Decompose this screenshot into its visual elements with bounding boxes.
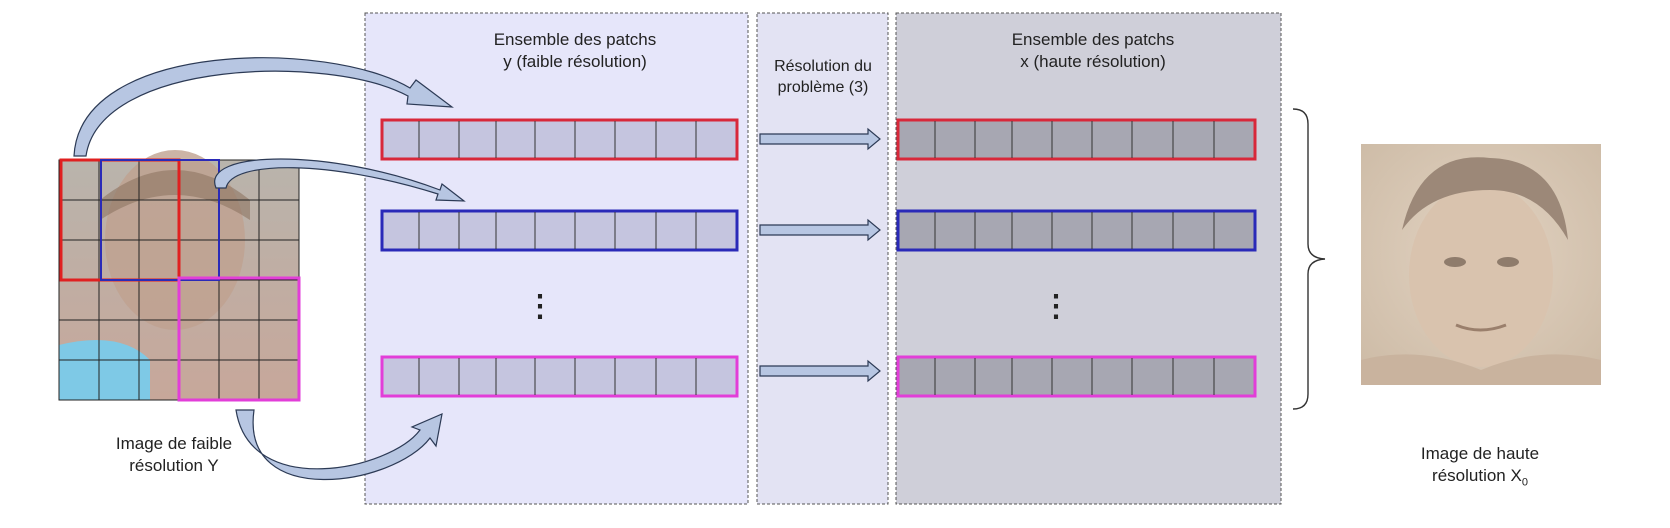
caption-subscript: 0	[1521, 476, 1528, 489]
low-res-image	[58, 150, 301, 402]
low-res-image-caption: Image de faible résolution Y	[115, 434, 233, 475]
high-res-patch-row-magenta	[896, 355, 1257, 398]
curly-brace	[1292, 108, 1326, 410]
high-res-patch-row-red	[896, 118, 1257, 161]
caption-main: résolution X	[1432, 466, 1522, 485]
panel-high-res-patches	[895, 12, 1282, 505]
low-res-ellipsis: ⋮	[525, 290, 555, 323]
high-res-patch-row-blue	[896, 209, 1257, 252]
low-res-patch-row-blue	[380, 209, 739, 252]
curved-arrow-blue	[214, 158, 466, 202]
straight-arrows	[759, 127, 881, 383]
curved-arrow-red	[73, 57, 454, 157]
low-res-panel-title: Ensemble des patchs y (faible résolution…	[493, 30, 657, 71]
high-res-image	[1361, 144, 1601, 385]
high-res-image-caption: Image de haute résolution X0	[1420, 444, 1540, 489]
high-res-panel-title: Ensemble des patchs x (haute résolution)	[1011, 30, 1175, 71]
low-res-patch-row-red	[380, 118, 739, 161]
solver-panel-title: Résolution du problème (3)	[774, 58, 872, 96]
high-res-ellipsis: ⋮	[1041, 290, 1071, 323]
panel-solver	[756, 12, 889, 505]
low-res-patch-row-magenta	[380, 355, 739, 398]
curved-arrow-magenta	[235, 409, 443, 481]
